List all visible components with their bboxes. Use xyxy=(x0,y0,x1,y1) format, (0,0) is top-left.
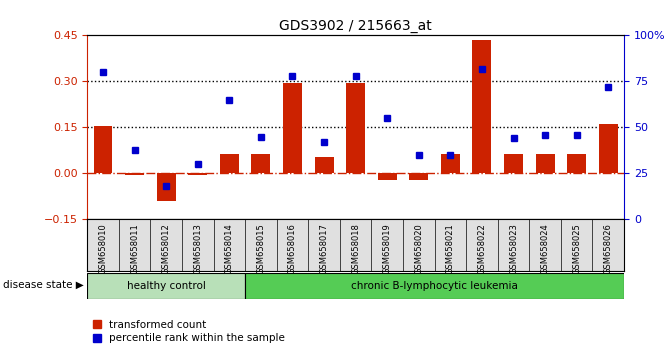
Text: GSM658022: GSM658022 xyxy=(478,224,486,274)
Bar xyxy=(599,124,618,173)
Bar xyxy=(93,126,113,173)
Bar xyxy=(245,273,624,299)
Text: GSM658018: GSM658018 xyxy=(351,224,360,274)
Text: GSM658010: GSM658010 xyxy=(99,224,107,274)
Title: GDS3902 / 215663_at: GDS3902 / 215663_at xyxy=(279,19,432,33)
Text: GSM658014: GSM658014 xyxy=(225,224,234,274)
Text: GSM658016: GSM658016 xyxy=(288,224,297,274)
Bar xyxy=(441,154,460,173)
Text: healthy control: healthy control xyxy=(127,281,205,291)
Text: GSM658026: GSM658026 xyxy=(604,224,613,274)
Bar xyxy=(346,83,365,173)
Text: GSM658023: GSM658023 xyxy=(509,224,518,274)
Text: disease state ▶: disease state ▶ xyxy=(3,280,84,290)
Bar xyxy=(535,154,554,173)
Bar xyxy=(87,273,245,299)
Text: GSM658024: GSM658024 xyxy=(541,224,550,274)
Bar xyxy=(220,154,239,173)
Text: GSM658019: GSM658019 xyxy=(382,224,392,274)
Text: GSM658012: GSM658012 xyxy=(162,224,170,274)
Text: GSM658025: GSM658025 xyxy=(572,224,581,274)
Bar xyxy=(157,173,176,201)
Text: GSM658013: GSM658013 xyxy=(193,224,202,274)
Text: GSM658011: GSM658011 xyxy=(130,224,139,274)
Bar xyxy=(567,154,586,173)
Bar xyxy=(315,156,333,173)
Bar xyxy=(283,83,302,173)
Bar xyxy=(409,173,428,179)
Bar xyxy=(378,173,397,179)
Text: GSM658017: GSM658017 xyxy=(319,224,329,274)
Text: GSM658015: GSM658015 xyxy=(256,224,266,274)
Bar xyxy=(252,154,270,173)
Bar xyxy=(189,173,207,175)
Bar xyxy=(504,154,523,173)
Legend: transformed count, percentile rank within the sample: transformed count, percentile rank withi… xyxy=(93,320,285,343)
Text: chronic B-lymphocytic leukemia: chronic B-lymphocytic leukemia xyxy=(351,281,518,291)
Text: GSM658021: GSM658021 xyxy=(446,224,455,274)
Bar xyxy=(472,40,491,173)
Bar xyxy=(125,173,144,175)
Text: GSM658020: GSM658020 xyxy=(414,224,423,274)
